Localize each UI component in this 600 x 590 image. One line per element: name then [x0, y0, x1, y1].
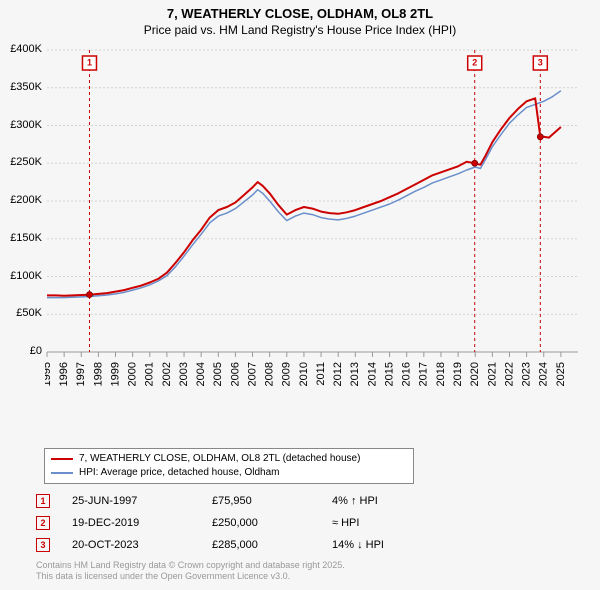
y-tick-label: £0 [0, 345, 42, 357]
event-price: £250,000 [212, 517, 332, 529]
x-tick-label: 1997 [75, 362, 87, 386]
series-line [47, 91, 561, 298]
svg-text:1: 1 [87, 57, 92, 67]
event-point [537, 134, 543, 140]
y-tick-label: £350K [0, 81, 42, 93]
x-tick-label: 2009 [281, 362, 293, 386]
event-date: 25-JUN-1997 [72, 495, 212, 507]
x-tick-label: 2012 [332, 362, 344, 386]
legend-swatch [51, 472, 73, 474]
event-delta: 4% ↑ HPI [332, 495, 502, 507]
attribution-line: This data is licensed under the Open Gov… [36, 571, 345, 582]
event-delta: ≈ HPI [332, 517, 502, 529]
x-tick-label: 2010 [298, 362, 310, 386]
event-badge: 1 [36, 494, 50, 508]
x-tick-label: 1998 [92, 362, 104, 386]
x-tick-label: 2021 [486, 362, 498, 386]
events-table: 1 25-JUN-1997£75,9504% ↑ HPI 2 19-DEC-2019£… [36, 490, 556, 556]
y-tick-label: £400K [0, 43, 42, 55]
y-tick-label: £50K [0, 307, 42, 319]
x-tick-label: 2022 [503, 362, 515, 386]
x-tick-label: 2023 [521, 362, 533, 386]
event-badge: 2 [36, 516, 50, 530]
x-tick-label: 2002 [161, 362, 173, 386]
event-date: 19-DEC-2019 [72, 517, 212, 529]
attribution-line: Contains HM Land Registry data © Crown c… [36, 560, 345, 571]
svg-text:2: 2 [472, 57, 477, 67]
x-tick-label: 2024 [538, 362, 550, 386]
x-tick-label: 2016 [401, 362, 413, 386]
y-tick-label: £100K [0, 270, 42, 282]
x-tick-label: 2017 [418, 362, 430, 386]
x-tick-label: 2011 [315, 362, 327, 386]
x-tick-label: 2019 [452, 362, 464, 386]
event-row: 2 19-DEC-2019£250,000≈ HPI [36, 512, 556, 534]
event-price: £75,950 [212, 495, 332, 507]
event-point [86, 292, 92, 298]
chart-container: 7, WEATHERLY CLOSE, OLDHAM, OL8 2TL Pric… [0, 0, 600, 590]
y-tick-label: £250K [0, 156, 42, 168]
x-tick-label: 2000 [127, 362, 139, 386]
x-tick-label: 1996 [58, 362, 70, 386]
x-tick-label: 2007 [246, 362, 258, 386]
legend-label: 7, WEATHERLY CLOSE, OLDHAM, OL8 2TL (det… [79, 452, 360, 466]
x-tick-label: 2018 [435, 362, 447, 386]
event-delta: 14% ↓ HPI [332, 539, 502, 551]
x-tick-label: 2013 [349, 362, 361, 386]
title-block: 7, WEATHERLY CLOSE, OLDHAM, OL8 2TL Pric… [0, 0, 600, 37]
title-main: 7, WEATHERLY CLOSE, OLDHAM, OL8 2TL [0, 6, 600, 21]
x-tick-label: 2001 [144, 362, 156, 386]
svg-text:3: 3 [538, 57, 543, 67]
price-chart: 1995 1996 1997 1998 1999 2000 2001 2002 2003 2004… [45, 46, 590, 406]
x-tick-label: 2014 [366, 362, 378, 386]
event-point [472, 160, 478, 166]
x-tick-label: 2003 [178, 362, 190, 386]
event-row: 3 20-OCT-2023£285,00014% ↓ HPI [36, 534, 556, 556]
x-tick-label: 2005 [212, 362, 224, 386]
y-tick-label: £200K [0, 194, 42, 206]
legend-item: 7, WEATHERLY CLOSE, OLDHAM, OL8 2TL (det… [51, 452, 407, 466]
x-tick-label: 2004 [195, 362, 207, 386]
x-tick-label: 2020 [469, 362, 481, 386]
x-tick-label: 2006 [229, 362, 241, 386]
event-price: £285,000 [212, 539, 332, 551]
x-tick-label: 1995 [45, 362, 53, 386]
x-tick-label: 2008 [264, 362, 276, 386]
title-sub: Price paid vs. HM Land Registry's House … [0, 23, 600, 37]
legend-item: HPI: Average price, detached house, Oldh… [51, 466, 407, 480]
series-line [47, 98, 561, 295]
legend: 7, WEATHERLY CLOSE, OLDHAM, OL8 2TL (det… [44, 448, 414, 484]
y-tick-label: £300K [0, 119, 42, 131]
legend-label: HPI: Average price, detached house, Oldh… [79, 466, 280, 480]
x-tick-label: 1999 [109, 362, 121, 386]
event-date: 20-OCT-2023 [72, 539, 212, 551]
attribution: Contains HM Land Registry data © Crown c… [36, 560, 345, 583]
event-badge: 3 [36, 538, 50, 552]
legend-swatch [51, 458, 73, 460]
y-tick-label: £150K [0, 232, 42, 244]
x-tick-label: 2015 [383, 362, 395, 386]
x-tick-label: 2025 [555, 362, 567, 386]
event-row: 1 25-JUN-1997£75,9504% ↑ HPI [36, 490, 556, 512]
